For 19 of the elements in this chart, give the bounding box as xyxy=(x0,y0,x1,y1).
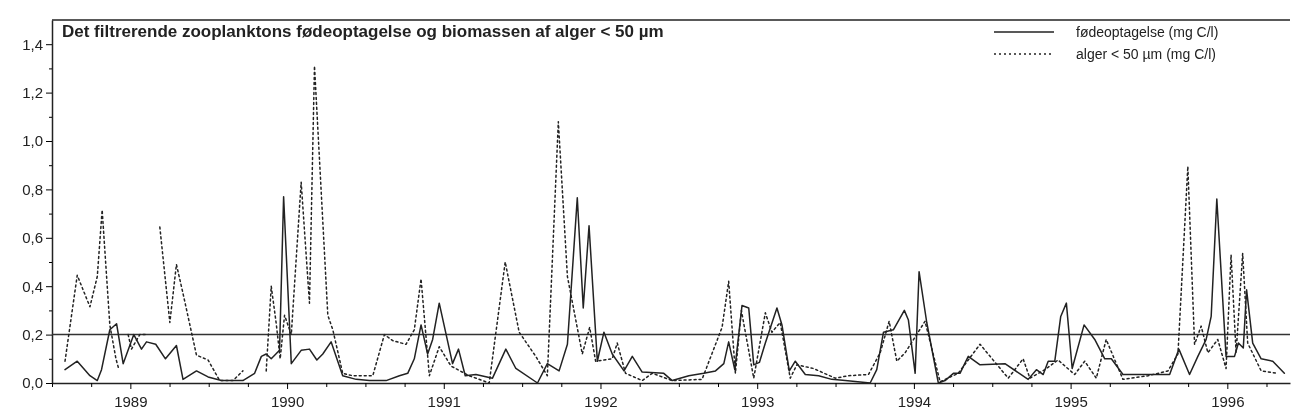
y-tick-label: 0,8 xyxy=(22,180,43,198)
y-tick-label: 1,2 xyxy=(22,83,43,101)
y-tick-label: 0,4 xyxy=(22,277,43,295)
x-tick-label: 1994 xyxy=(897,393,932,410)
y-tick-label: 0,6 xyxy=(22,229,43,247)
x-tick-label: 1989 xyxy=(114,393,148,410)
y-tick-label: 0,0 xyxy=(22,374,43,392)
x-tick-label: 1993 xyxy=(741,393,775,410)
legend-label: fødeoptagelse (mg C/l) xyxy=(1076,24,1219,40)
x-tick-label: 1996 xyxy=(1211,393,1245,410)
legend-label: alger < 50 µm (mg C/l) xyxy=(1076,46,1216,62)
x-tick-label: 1995 xyxy=(1054,393,1088,410)
y-tick-label: 1,0 xyxy=(22,132,43,150)
x-tick-label: 1991 xyxy=(427,393,461,410)
x-tick-label: 1990 xyxy=(270,393,305,410)
chart-title: Det filtrerende zooplanktons fødeoptagelse og biomassen af alger < 50 µm xyxy=(62,22,664,41)
y-tick-label: 0,2 xyxy=(22,325,43,343)
y-tick-label: 1,4 xyxy=(22,35,43,53)
x-tick-label: 1992 xyxy=(584,393,618,410)
